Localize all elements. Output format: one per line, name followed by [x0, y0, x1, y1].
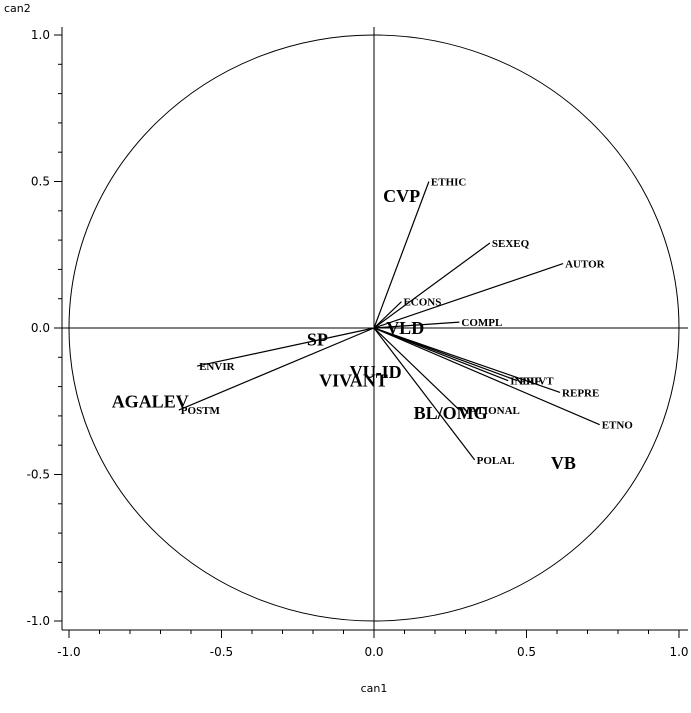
x-axis-ticks: -1.0 -0.5 0.0 0.5 1.0 [57, 630, 689, 659]
vector-line [373, 301, 402, 329]
vector-line [178, 327, 375, 411]
vector-line [373, 327, 600, 426]
variable-vectors: ETHIC SEXEQ AUTOR ECONS COMPL ENVIR POSTM INDIF… [178, 177, 634, 467]
vector-line [373, 242, 491, 329]
vector-label: POSTM [181, 405, 221, 417]
group-label: VB [551, 453, 576, 473]
group-label: BL/OMG [414, 403, 488, 423]
y-tick-label: -1.0 [27, 614, 50, 628]
group-label: AGALEV [112, 391, 189, 411]
vector-label: REPRE [562, 387, 599, 399]
vector-line [373, 327, 561, 394]
vector-label: COMPL [461, 317, 502, 329]
y-axis-title: can2 [4, 2, 31, 15]
vector-label: ECONS [403, 297, 441, 309]
vector-label: SEXEQ [492, 238, 530, 250]
vector-line [373, 181, 430, 329]
vector-line [373, 327, 460, 411]
y-axis-ticks: 1.0 0.5 0.0 -0.5 -1.0 [27, 28, 62, 628]
group-label: CVP [383, 186, 420, 206]
vector-line [373, 327, 476, 461]
group-label: VIVANT [319, 371, 388, 391]
vector-label: ETHIC [431, 177, 467, 189]
vector-line [373, 321, 460, 329]
x-tick-label: -1.0 [57, 645, 80, 659]
vector-line [196, 327, 375, 367]
vector-label: NATIONAL [461, 405, 519, 417]
vector-label: ENVIR [199, 361, 236, 373]
y-tick-label: -0.5 [27, 468, 50, 482]
x-tick-label: 0.5 [517, 645, 536, 659]
vector-label: ETNO [602, 420, 634, 432]
x-tick-label: 1.0 [669, 645, 688, 659]
group-label: VU-ID [350, 362, 402, 382]
group-label: SP [307, 330, 328, 350]
vector-label: PRIVT [519, 376, 554, 388]
y-tick-label: 0.5 [31, 175, 50, 189]
x-tick-label: 0.0 [364, 645, 383, 659]
x-tick-label: -0.5 [210, 645, 233, 659]
y-tick-label: 1.0 [31, 28, 50, 42]
vector-label: AUTOR [565, 259, 606, 271]
vector-line [373, 262, 564, 329]
x-axis-title: can1 [361, 682, 388, 695]
vector-label: INDIF [510, 376, 541, 388]
y-tick-label: 0.0 [31, 321, 50, 335]
group-label: VLD [386, 318, 424, 338]
vector-label: POLAL [477, 455, 515, 467]
